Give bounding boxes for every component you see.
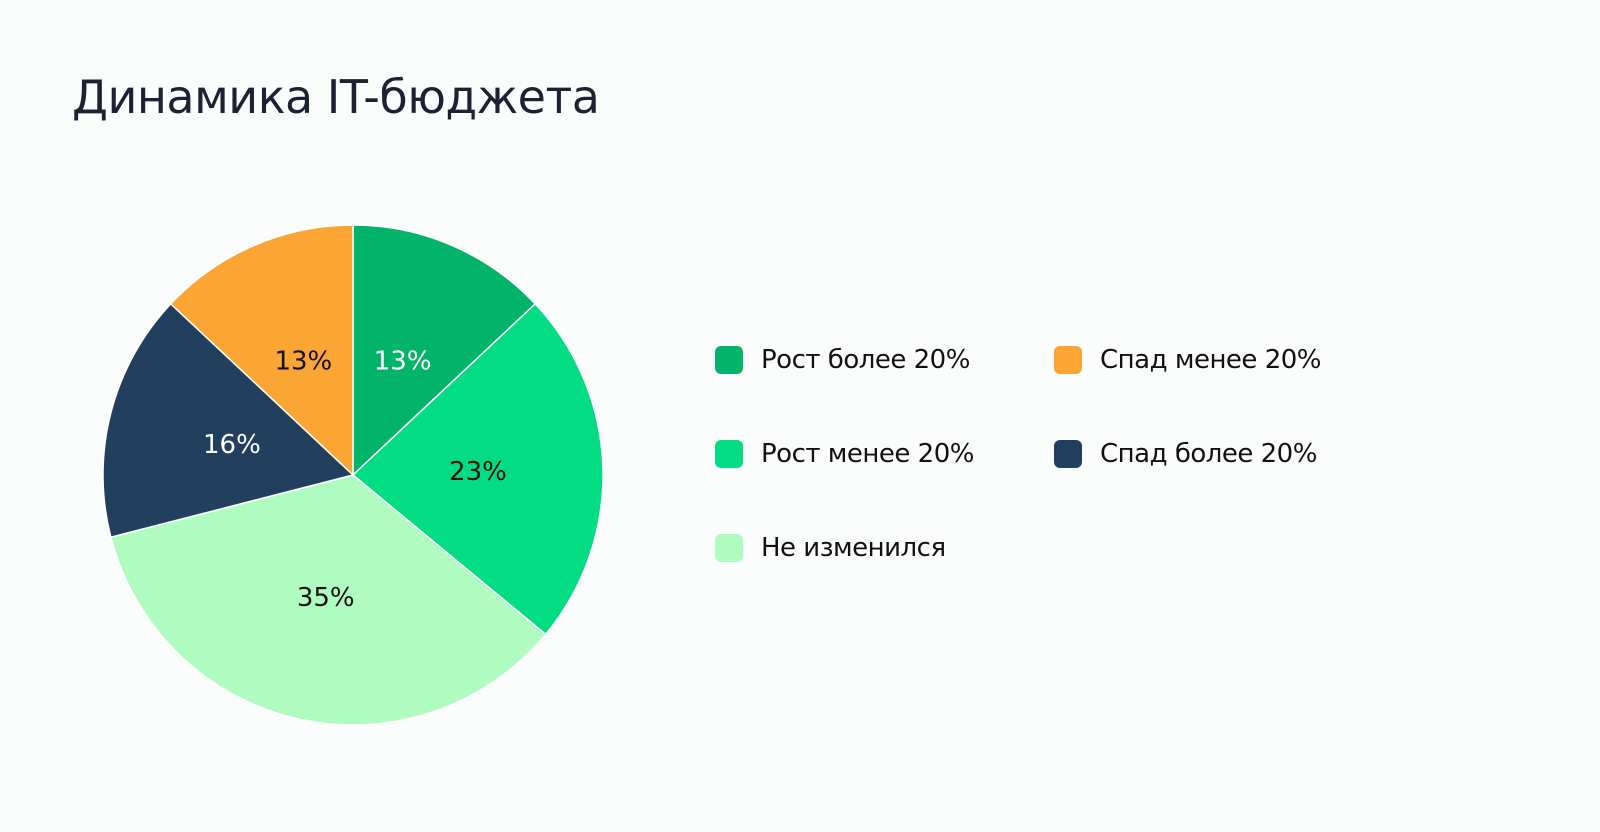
legend-label: Рост менее 20% bbox=[761, 439, 974, 469]
pie-chart: 13% 23% 35% 16% 13% bbox=[102, 224, 604, 726]
slice-data-label: 16% bbox=[203, 430, 261, 460]
legend-label: Спад менее 20% bbox=[1100, 345, 1321, 375]
legend-swatch bbox=[1054, 346, 1082, 374]
legend-label: Не изменился bbox=[761, 533, 946, 563]
legend-item: Спад более 20% bbox=[1054, 439, 1317, 469]
pie-slice bbox=[352, 224, 537, 477]
slice-data-label: 23% bbox=[449, 457, 507, 487]
pie-slice bbox=[102, 302, 355, 539]
legend-item: Рост более 20% bbox=[715, 345, 970, 375]
legend-swatch bbox=[1054, 440, 1082, 468]
legend-swatch bbox=[715, 346, 743, 374]
legend-item: Рост менее 20% bbox=[715, 439, 974, 469]
legend-swatch bbox=[715, 534, 743, 562]
pie-slice bbox=[169, 224, 354, 477]
legend-item: Спад менее 20% bbox=[1054, 345, 1321, 375]
slice-data-label: 13% bbox=[274, 346, 332, 376]
legend-swatch bbox=[715, 440, 743, 468]
legend-item: Не изменился bbox=[715, 533, 946, 563]
slice-data-label: 35% bbox=[297, 583, 355, 613]
pie-slice bbox=[109, 474, 547, 726]
pie-slice bbox=[351, 302, 604, 636]
chart-title: Динамика IT-бюджета bbox=[72, 70, 600, 124]
slice-data-label: 13% bbox=[374, 346, 432, 376]
legend-label: Рост более 20% bbox=[761, 345, 970, 375]
legend-label: Спад более 20% bbox=[1100, 439, 1317, 469]
